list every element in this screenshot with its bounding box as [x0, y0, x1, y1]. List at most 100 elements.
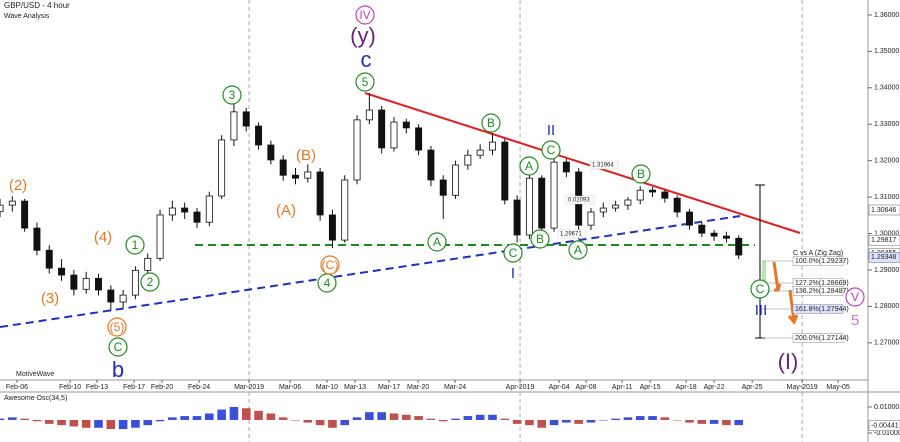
osc-bar	[204, 413, 214, 420]
wave-label: 3	[229, 88, 236, 102]
osc-bar	[217, 409, 226, 420]
wave-circle	[222, 85, 242, 105]
candle-body	[304, 171, 312, 179]
wave-label: (2)	[9, 177, 27, 194]
osc-bar	[512, 419, 522, 424]
price-label-box	[868, 252, 900, 263]
wave-label: II	[547, 122, 555, 139]
candle-body	[562, 161, 570, 173]
note: 1.29671	[560, 232, 582, 238]
candle-body	[168, 207, 176, 216]
note: 1.31964	[592, 163, 614, 169]
candle-body	[119, 294, 127, 303]
wave-circle	[107, 317, 127, 337]
osc-bar	[8, 417, 17, 420]
osc-bar	[32, 419, 42, 422]
wave-circle	[541, 140, 561, 160]
wave-circle	[108, 337, 128, 357]
wave-circle	[750, 279, 770, 299]
candle-body	[722, 235, 730, 239]
osc-bar	[143, 419, 153, 426]
fib-title: C vs A (Zig Zag)	[793, 250, 843, 257]
osc-bar	[168, 417, 177, 420]
price-label: 1.29348	[871, 254, 896, 261]
osc-bar	[303, 419, 313, 423]
osc-bar	[401, 414, 411, 420]
resistance-line	[364, 92, 801, 234]
osc-bar	[315, 419, 325, 426]
fib-label: 161.8%(1.27944)	[795, 306, 849, 313]
osc-bar	[377, 412, 386, 420]
osc-bar	[475, 414, 485, 420]
x-tick-label: Mar-17	[378, 384, 400, 391]
osc-bar	[463, 416, 473, 420]
note-box	[589, 160, 619, 170]
osc-bar	[229, 406, 239, 420]
candle-body	[390, 121, 398, 149]
x-tick-label: Apr-08	[576, 384, 597, 391]
osc-bar	[623, 417, 633, 420]
x-tick-label: May-05	[826, 384, 849, 391]
wave-label: I	[511, 265, 515, 282]
y-tick-label: 1.33000	[874, 121, 899, 128]
candle-body	[70, 274, 78, 290]
candle-body	[661, 191, 669, 199]
x-tick-label: Mar-10	[316, 384, 338, 391]
x-tick-label: Mar-24	[444, 384, 466, 391]
y-tick-label: 1.36000	[874, 12, 899, 19]
candle-body	[365, 109, 373, 121]
x-tick-label: Apr-25	[742, 384, 763, 391]
osc-bar	[365, 412, 374, 420]
candle-body	[439, 179, 447, 196]
osc-bar	[180, 416, 189, 420]
watermark: MotiveWave	[16, 371, 54, 378]
wave-circle	[481, 113, 501, 133]
x-tick-label: Feb-06	[6, 384, 28, 391]
osc-bar	[574, 419, 583, 424]
candle-body	[95, 277, 102, 291]
target-zone	[762, 261, 766, 283]
osc-bar	[611, 418, 620, 420]
wave-circle	[845, 287, 865, 307]
osc-bar	[81, 419, 91, 428]
x-tick-label: May-2019	[787, 384, 818, 391]
candle-body	[612, 204, 620, 209]
wave-label: C	[756, 282, 765, 296]
x-tick-label: Apr-11	[612, 384, 633, 391]
x-tick-label: Feb-24	[188, 384, 210, 391]
osc-bar	[340, 419, 350, 426]
candle-body	[82, 277, 90, 290]
wave-label: B	[536, 232, 544, 246]
osc-bar	[562, 419, 571, 423]
osc-bar	[598, 419, 608, 421]
wave-circle	[140, 272, 160, 292]
osc-bar	[685, 419, 694, 423]
y-tick-label: 1.34000	[874, 85, 899, 92]
candle-body	[316, 171, 324, 216]
wave-circle	[355, 72, 375, 92]
candle-body	[279, 159, 287, 176]
osc-bar	[278, 417, 288, 420]
y-tick-label: 1.30000	[874, 230, 899, 237]
osc-bar	[291, 419, 300, 421]
x-tick-label: Apr-18	[676, 384, 697, 391]
wave-label: 5	[362, 75, 369, 89]
note-box	[565, 195, 595, 205]
price-label-box	[868, 204, 900, 216]
candle-body	[255, 125, 263, 146]
candle-body	[58, 267, 66, 276]
osc-bar	[451, 418, 460, 420]
osc-bar	[525, 419, 534, 426]
osc-bar	[389, 413, 399, 420]
candle-body	[33, 227, 41, 251]
fib-label: 200.0%(1.27144)	[795, 335, 849, 342]
osc-bar	[192, 416, 202, 420]
candle-body	[501, 141, 509, 201]
candle-body	[230, 111, 238, 141]
trend-lines	[0, 92, 801, 339]
chart-title: GBP/USD - 4 hour	[4, 1, 70, 10]
osc-bar	[586, 419, 596, 423]
osc-bar	[426, 418, 436, 420]
fib-label: 136.2%(1.28487)	[795, 288, 849, 295]
